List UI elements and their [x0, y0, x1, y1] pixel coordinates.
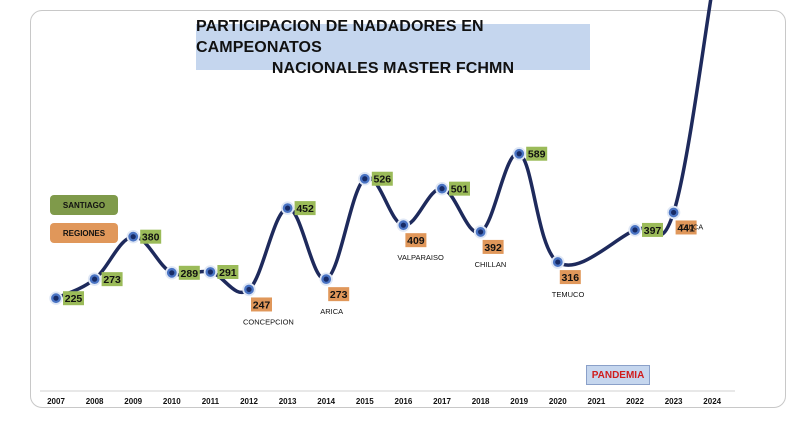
x-tick-label: 2023 — [665, 397, 683, 406]
data-label-2017: 501 — [449, 181, 470, 196]
x-tick-label: 2008 — [86, 397, 104, 406]
legend-santiago: SANTIAGO — [50, 195, 118, 215]
svg-text:225: 225 — [65, 293, 83, 305]
city-label-2016: VALPARAISO — [397, 253, 444, 262]
data-point-2015 — [358, 172, 372, 186]
data-label-2019: 589 — [526, 146, 548, 161]
city-label-2020: TEMUCO — [552, 290, 585, 299]
svg-text:526: 526 — [374, 174, 392, 186]
legend-regiones: REGIONES — [50, 223, 118, 243]
svg-text:273: 273 — [103, 274, 121, 286]
chart-title: PARTICIPACION DE NADADORES EN CAMPEONATO… — [196, 18, 590, 77]
chart-title-line-2: NACIONALES MASTER FCHMN — [271, 59, 515, 77]
svg-text:316: 316 — [562, 272, 580, 284]
data-point-2019 — [512, 147, 526, 161]
svg-text:409: 409 — [407, 235, 425, 247]
svg-text:247: 247 — [253, 299, 271, 311]
city-label-2023: TALCA — [680, 222, 704, 231]
x-tick-label: 2009 — [124, 397, 142, 406]
svg-text:380: 380 — [142, 232, 160, 244]
data-label-2013: 452 — [294, 201, 316, 216]
data-label-2012: 247 — [251, 297, 272, 312]
x-tick-label: 2020 — [549, 397, 567, 406]
data-label-2018: 392 — [482, 239, 504, 254]
data-point-2020 — [551, 255, 565, 269]
data-label-2022: 397 — [642, 222, 663, 237]
data-point-2023 — [666, 205, 681, 220]
svg-text:589: 589 — [528, 149, 546, 161]
data-point-2022 — [628, 223, 642, 237]
data-label-2023: 441 — [675, 220, 697, 235]
data-label-2010: 289 — [178, 265, 200, 280]
x-tick-label: 2010 — [163, 397, 181, 406]
pandemia-annotation: PANDEMIA — [586, 365, 650, 385]
x-tick-label: 2017 — [433, 397, 451, 406]
data-point-2012 — [242, 282, 256, 297]
x-tick-label: 2015 — [356, 397, 374, 406]
svg-text:273: 273 — [330, 289, 348, 301]
x-tick-label: 2012 — [240, 397, 258, 406]
city-label-2012: CONCEPCION — [243, 317, 294, 326]
data-point-2009 — [126, 229, 140, 244]
data-label-2014: 273 — [328, 287, 350, 302]
x-tick-label: 2018 — [472, 397, 490, 406]
data-label-2015: 526 — [371, 171, 393, 186]
x-tick-label: 2011 — [202, 397, 220, 406]
svg-text:501: 501 — [451, 184, 469, 196]
svg-text:397: 397 — [644, 225, 662, 237]
x-tick-label: 2022 — [626, 397, 644, 406]
data-point-2014 — [319, 272, 333, 286]
data-point-2016 — [396, 218, 411, 232]
x-tick-label: 2024 — [703, 397, 721, 406]
data-point-2017 — [435, 181, 449, 196]
svg-text:392: 392 — [484, 242, 502, 254]
data-label-2011: 291 — [217, 265, 239, 280]
x-tick-label: 2016 — [395, 397, 413, 406]
data-label-2020: 316 — [559, 270, 581, 285]
svg-text:291: 291 — [219, 267, 237, 279]
x-tick-label: 2013 — [279, 397, 297, 406]
x-tick-label: 2021 — [588, 397, 606, 406]
data-label-2007: 225 — [63, 291, 84, 306]
data-point-2018 — [473, 225, 488, 239]
data-point-2013 — [280, 201, 295, 215]
svg-text:441: 441 — [677, 222, 695, 234]
data-label-2008: 273 — [101, 272, 123, 287]
x-tick-label: 2007 — [47, 397, 65, 406]
series-line — [55, 0, 713, 300]
city-label-2018: CHILLAN — [475, 260, 507, 269]
data-point-2011 — [203, 265, 218, 279]
chart-title-line-1: PARTICIPACION DE NADADORES EN CAMPEONATO… — [196, 17, 484, 56]
data-label-2009: 380 — [140, 229, 162, 244]
chart-frame — [30, 10, 786, 408]
data-point-2008 — [87, 272, 102, 286]
x-tick-label: 2014 — [317, 397, 335, 406]
svg-text:452: 452 — [296, 203, 314, 215]
data-point-2007 — [49, 291, 63, 305]
svg-text:289: 289 — [181, 268, 199, 280]
data-point-2010 — [165, 266, 179, 280]
city-label-2014: ARICA — [320, 307, 343, 316]
data-label-2016: 409 — [405, 233, 427, 248]
x-tick-label: 2019 — [510, 397, 528, 406]
